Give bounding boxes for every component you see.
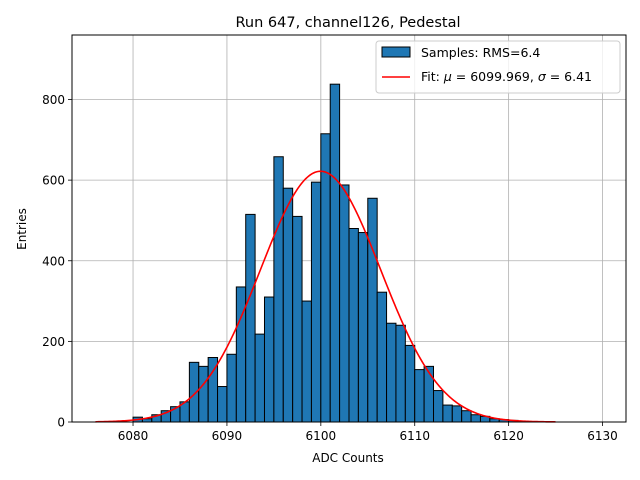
- y-tick-label: 800: [42, 93, 65, 107]
- chart-title: Run 647, channel126, Pedestal: [235, 15, 460, 31]
- histogram-bar: [273, 156, 284, 423]
- legend: Samples: RMS=6.4 Fit: μ = 6099.969, σ = …: [375, 40, 621, 94]
- y-axis-label: Entries: [15, 208, 29, 250]
- histogram-bar: [386, 322, 397, 423]
- gaussian-fit-curve: [95, 170, 556, 423]
- legend-fit-label: Fit: μ = 6099.969, σ = 6.41: [421, 69, 592, 84]
- y-axis-ticks: 0 200 400 600 800: [42, 93, 72, 430]
- y-tick-label: 200: [42, 335, 65, 349]
- histogram-bar: [301, 300, 312, 423]
- legend-samples-swatch: [381, 46, 411, 58]
- histogram-bar: [339, 184, 350, 423]
- histogram-bar: [423, 365, 435, 423]
- y-tick-label: 400: [42, 254, 65, 268]
- legend-fit-tail: = 6.41: [546, 69, 592, 84]
- histogram-bars: [132, 83, 547, 423]
- legend-fit-prefix: Fit:: [421, 69, 444, 84]
- x-tick-label: 6100: [306, 429, 337, 443]
- histogram-bar: [263, 296, 275, 423]
- histogram-bar: [470, 414, 481, 423]
- histogram-bar: [376, 291, 388, 423]
- legend-box: [375, 40, 621, 94]
- histogram-bar: [282, 187, 294, 423]
- legend-fit-sigma-symbol: σ: [538, 69, 547, 84]
- histogram-bar: [320, 133, 331, 423]
- x-tick-label: 6110: [399, 429, 430, 443]
- histogram-bar: [395, 324, 406, 423]
- legend-fit-mid: = 6099.969,: [452, 69, 538, 84]
- histogram-bar: [357, 232, 369, 423]
- legend-fit-mu-symbol: μ: [443, 69, 452, 84]
- histogram-bar: [292, 215, 303, 423]
- x-tick-label: 6080: [118, 429, 149, 443]
- x-tick-label: 6130: [587, 429, 618, 443]
- x-tick-label: 6120: [493, 429, 524, 443]
- histogram-bar: [235, 286, 247, 423]
- histogram-bar: [433, 390, 444, 423]
- plot-frame: [71, 34, 627, 423]
- histogram-bar: [461, 410, 472, 423]
- histogram-bar: [348, 228, 359, 423]
- histogram-bar: [245, 213, 256, 423]
- histogram-bar: [217, 386, 228, 423]
- histogram-bar: [414, 369, 425, 423]
- histogram-bar: [226, 353, 237, 423]
- x-axis-label: ADC Counts: [312, 451, 384, 465]
- y-tick-label: 600: [42, 174, 65, 188]
- x-tick-label: 6090: [212, 429, 243, 443]
- x-axis-ticks: 6080 6090 6100 6110 6120 6130: [118, 422, 618, 443]
- histogram-bar: [254, 333, 265, 423]
- histogram-bar: [198, 365, 209, 423]
- y-tick-label: 0: [57, 416, 65, 430]
- histogram-bar: [404, 344, 416, 423]
- histogram-bar: [367, 197, 378, 423]
- histogram-bar: [451, 405, 463, 423]
- histogram-bar: [329, 83, 341, 423]
- legend-samples-label: Samples: RMS=6.4: [421, 45, 540, 60]
- histogram-bar: [442, 404, 453, 423]
- histogram-bar: [310, 181, 322, 423]
